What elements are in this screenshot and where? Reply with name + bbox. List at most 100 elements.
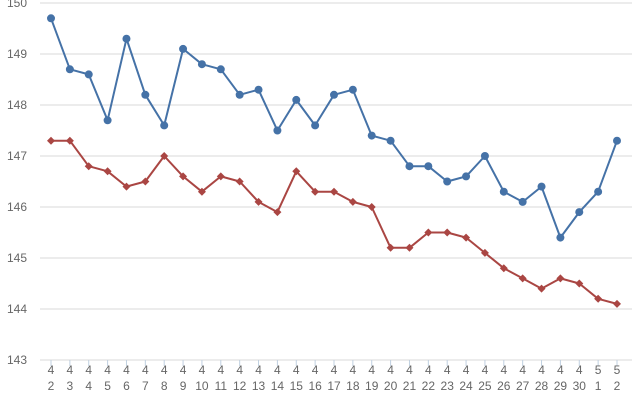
data-point (122, 34, 131, 43)
y-tick-label: 149 (7, 47, 27, 61)
data-point (556, 274, 565, 283)
data-point (160, 152, 169, 160)
data-point (499, 264, 508, 273)
x-tick-label-top: 4 (67, 363, 74, 377)
series-2 (47, 136, 621, 308)
y-axis-ticks: 143 144 145 146 147 148 149 150 (7, 0, 27, 367)
x-axis-ticks: 4243444546474849410411412413414415416417… (48, 360, 621, 393)
data-point (273, 126, 282, 135)
data-point (47, 136, 55, 145)
data-point (424, 228, 433, 237)
data-point (179, 172, 188, 181)
data-point (216, 172, 225, 181)
data-point (311, 121, 320, 130)
data-point (443, 177, 452, 186)
data-point (141, 177, 150, 186)
x-tick-label-top: 4 (482, 363, 489, 377)
x-tick-label-bottom: 9 (180, 379, 187, 393)
x-tick-label-bottom: 2 (48, 379, 55, 393)
data-point (141, 90, 150, 99)
x-tick-label-bottom: 19 (365, 379, 379, 393)
x-tick-label-bottom: 12 (233, 379, 247, 393)
x-tick-label-bottom: 24 (459, 379, 473, 393)
x-tick-label-top: 4 (236, 363, 243, 377)
x-tick-label-bottom: 26 (497, 379, 511, 393)
x-tick-label-bottom: 2 (614, 379, 621, 393)
x-tick-label-top: 4 (557, 363, 564, 377)
data-point (367, 131, 376, 140)
y-tick-label: 146 (7, 200, 27, 214)
x-tick-label-bottom: 20 (384, 379, 398, 393)
data-point (254, 85, 263, 94)
data-point (273, 208, 282, 217)
data-point (348, 197, 357, 206)
data-point (311, 187, 320, 196)
data-point (462, 233, 471, 242)
x-tick-label-bottom: 28 (535, 379, 549, 393)
data-point (386, 243, 395, 252)
y-tick-label: 148 (7, 98, 27, 112)
data-point (254, 197, 263, 206)
x-tick-label-bottom: 4 (85, 379, 92, 393)
x-tick-label-bottom: 11 (215, 379, 228, 393)
x-tick-label-top: 4 (576, 363, 583, 377)
x-tick-label-bottom: 3 (67, 379, 74, 393)
data-point (462, 172, 471, 181)
x-tick-label-bottom: 10 (195, 379, 209, 393)
x-tick-label-bottom: 23 (441, 379, 455, 393)
data-point (235, 90, 244, 99)
data-point (330, 90, 338, 99)
data-point (179, 44, 188, 53)
data-point (330, 187, 338, 196)
data-point (594, 294, 603, 303)
data-point (292, 167, 301, 176)
x-tick-label-bottom: 25 (478, 379, 492, 393)
x-tick-label-top: 4 (538, 363, 545, 377)
x-tick-label-top: 4 (387, 363, 394, 377)
data-point (103, 167, 112, 176)
data-point (216, 65, 225, 74)
data-point (84, 162, 93, 171)
x-tick-label-top: 4 (444, 363, 451, 377)
x-tick-label-top: 4 (180, 363, 187, 377)
x-tick-label-bottom: 15 (290, 379, 304, 393)
data-point (613, 299, 621, 308)
x-tick-label-bottom: 5 (104, 379, 111, 393)
data-point (386, 136, 395, 145)
data-point (480, 248, 489, 257)
data-point (537, 182, 546, 191)
x-tick-label-bottom: 27 (516, 379, 530, 393)
y-tick-label: 144 (7, 302, 27, 316)
data-point (443, 228, 452, 237)
y-tick-label: 150 (7, 0, 27, 10)
data-point (65, 65, 74, 74)
x-tick-label-top: 4 (274, 363, 281, 377)
data-point (499, 187, 508, 196)
x-tick-label-top: 4 (519, 363, 526, 377)
x-tick-label-bottom: 13 (252, 379, 266, 393)
grid-lines (40, 2, 632, 361)
x-tick-label-bottom: 17 (327, 379, 341, 393)
x-tick-label-bottom: 6 (123, 379, 130, 393)
x-tick-label-top: 5 (595, 363, 602, 377)
x-tick-label-bottom: 30 (573, 379, 587, 393)
x-tick-label-top: 4 (500, 363, 507, 377)
x-tick-label-bottom: 7 (142, 379, 149, 393)
data-point (367, 203, 376, 211)
x-tick-label-bottom: 8 (161, 379, 168, 393)
x-tick-label-top: 4 (85, 363, 92, 377)
data-point (537, 284, 546, 293)
data-point (47, 14, 55, 23)
data-point (424, 162, 433, 171)
y-tick-label: 147 (7, 149, 27, 163)
x-tick-label-top: 4 (255, 363, 262, 377)
series-line (50, 17, 618, 239)
data-point (518, 197, 527, 206)
data-point (292, 95, 301, 104)
data-point (480, 152, 489, 160)
x-tick-label-bottom: 22 (422, 379, 436, 393)
x-tick-label-top: 4 (425, 363, 432, 377)
x-tick-label-top: 5 (614, 363, 621, 377)
data-point (65, 136, 74, 145)
